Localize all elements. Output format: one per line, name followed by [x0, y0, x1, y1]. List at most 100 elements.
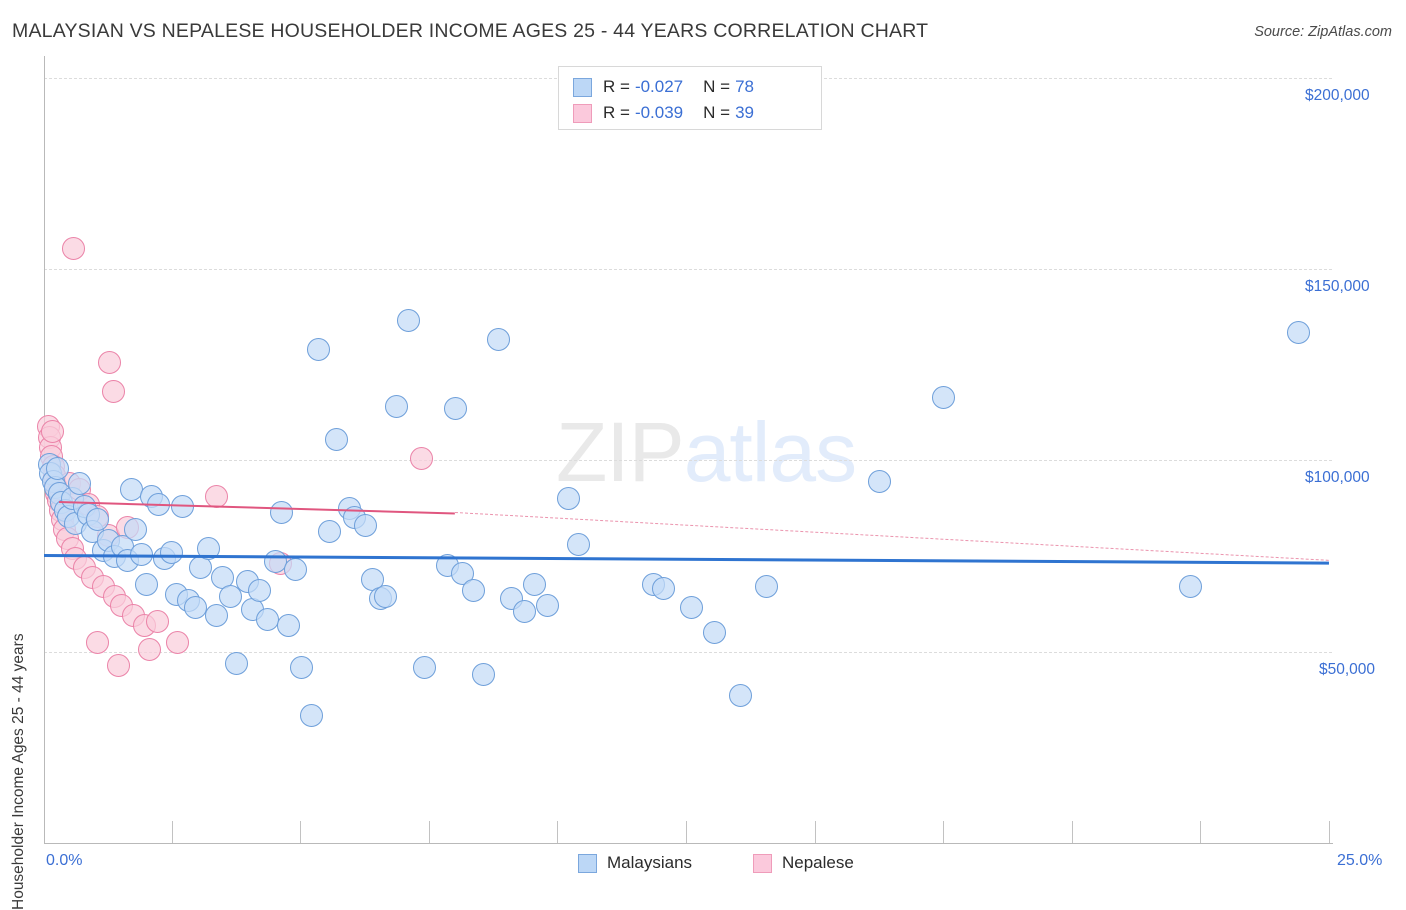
legend-swatch-nepalese [753, 853, 772, 873]
page-title: MALAYSIAN VS NEPALESE HOUSEHOLDER INCOME… [12, 20, 929, 42]
data-point-malaysians [353, 514, 377, 538]
data-point-malaysians [196, 537, 220, 561]
data-point-malaysians [703, 621, 727, 645]
data-point-malaysians [397, 309, 421, 333]
stats-swatch-malaysians [573, 77, 592, 97]
data-point-malaysians [123, 517, 147, 541]
data-point-nepalese [137, 638, 161, 662]
y-axis-title-wrap: Householder Income Ages 25 - 44 years [10, 633, 27, 910]
data-point-nepalese [166, 630, 190, 654]
data-point-malaysians [135, 573, 159, 597]
trendline-nepalese-solid [59, 500, 456, 515]
gridline-150k [44, 269, 1332, 270]
data-point-malaysians [171, 494, 195, 518]
data-point-nepalese [40, 420, 64, 444]
data-point-malaysians [374, 584, 398, 608]
data-point-malaysians [471, 663, 495, 687]
data-point-malaysians [412, 655, 436, 679]
x-tick-1 [172, 821, 173, 843]
data-point-malaysians [932, 385, 955, 409]
stats-row-malaysians: R = -0.027 N = 78 [573, 74, 754, 100]
data-point-malaysians [86, 508, 110, 532]
legend-item-malaysians[interactable]: Malaysians [578, 852, 692, 874]
data-point-malaysians [1286, 320, 1310, 344]
data-point-malaysians [317, 519, 341, 543]
data-point-nepalese [98, 351, 122, 375]
x-tick-7 [943, 821, 944, 843]
data-point-nepalese [145, 609, 169, 633]
data-point-malaysians [119, 477, 143, 501]
legend-label-nepalese: Nepalese [782, 853, 854, 872]
trendline-malaysians [43, 554, 1330, 565]
legend-swatch-malaysians [578, 853, 597, 873]
data-point-malaysians [567, 533, 591, 557]
stats-n-value-malaysians: 78 [735, 77, 754, 96]
source-attribution: Source: ZipAtlas.com [1254, 24, 1392, 40]
stats-n-value-nepalese: 39 [735, 103, 754, 122]
legend-item-nepalese[interactable]: Nepalese [753, 852, 854, 874]
data-point-malaysians [68, 471, 92, 495]
data-point-malaysians [680, 596, 704, 620]
data-point-malaysians [651, 577, 675, 601]
x-tick-2 [300, 821, 301, 843]
stats-r-label-malaysians: R = [603, 77, 630, 96]
data-point-malaysians [443, 397, 467, 421]
data-point-malaysians [513, 600, 537, 624]
y-axis-title: Householder Income Ages 25 - 44 years [10, 633, 27, 910]
stats-r-value-malaysians: -0.027 [634, 77, 684, 96]
data-point-malaysians [256, 607, 280, 631]
data-point-malaysians [204, 604, 228, 627]
data-point-malaysians [867, 470, 891, 494]
data-point-malaysians [45, 456, 69, 480]
data-point-malaysians [218, 584, 242, 608]
data-point-malaysians [146, 493, 170, 517]
gridline-100k [44, 460, 1332, 461]
y-tick-label-50k: $50,000 [1319, 661, 1376, 678]
legend-label-malaysians: Malaysians [607, 853, 693, 872]
data-point-malaysians [1178, 575, 1202, 599]
data-point-malaysians [523, 573, 547, 597]
data-point-malaysians [307, 338, 331, 362]
x-tick-3 [429, 821, 430, 843]
stats-r-label-nepalese: R = [603, 103, 630, 122]
data-point-malaysians [325, 427, 349, 451]
plot-area [36, 56, 1332, 843]
data-point-malaysians [184, 596, 208, 620]
data-point-malaysians [461, 579, 485, 603]
data-point-malaysians [754, 575, 778, 599]
data-point-malaysians [536, 594, 560, 618]
data-point-nepalese [204, 485, 228, 509]
y-tick-label-150k: $150,000 [1305, 278, 1370, 295]
x-tick-9 [1200, 821, 1201, 843]
x-tick-label-max: 25.0% [1337, 852, 1383, 869]
stats-row-nepalese: R = -0.039 N = 39 [573, 100, 754, 126]
data-point-malaysians [130, 542, 154, 566]
data-point-nepalese [101, 380, 125, 404]
stats-r-value-nepalese: -0.039 [634, 103, 684, 122]
data-point-malaysians [384, 395, 408, 419]
x-tick-6 [815, 821, 816, 843]
data-point-malaysians [248, 579, 272, 603]
data-point-nepalese [62, 236, 86, 260]
x-axis-line [44, 843, 1333, 844]
x-tick-4 [557, 821, 558, 843]
stats-n-label-malaysians: N = [703, 77, 731, 96]
x-tick-10 [1329, 821, 1330, 843]
stats-swatch-nepalese [573, 103, 592, 123]
data-point-malaysians [289, 655, 313, 679]
gridline-50k [44, 652, 1332, 653]
correlation-stats-box: R = -0.027 N = 78 R = -0.039 N = 39 [558, 66, 822, 130]
data-point-malaysians [728, 684, 752, 708]
data-point-malaysians [556, 487, 580, 511]
data-point-nepalese [86, 630, 110, 654]
y-tick-label-200k: $200,000 [1305, 87, 1370, 104]
data-point-malaysians [299, 703, 323, 727]
data-point-malaysians [159, 540, 183, 564]
data-point-malaysians [487, 328, 511, 352]
x-tick-8 [1072, 821, 1073, 843]
data-point-malaysians [269, 500, 293, 524]
data-point-malaysians [284, 558, 308, 582]
x-tick-5 [686, 821, 687, 843]
stats-n-label-nepalese: N = [703, 103, 731, 122]
